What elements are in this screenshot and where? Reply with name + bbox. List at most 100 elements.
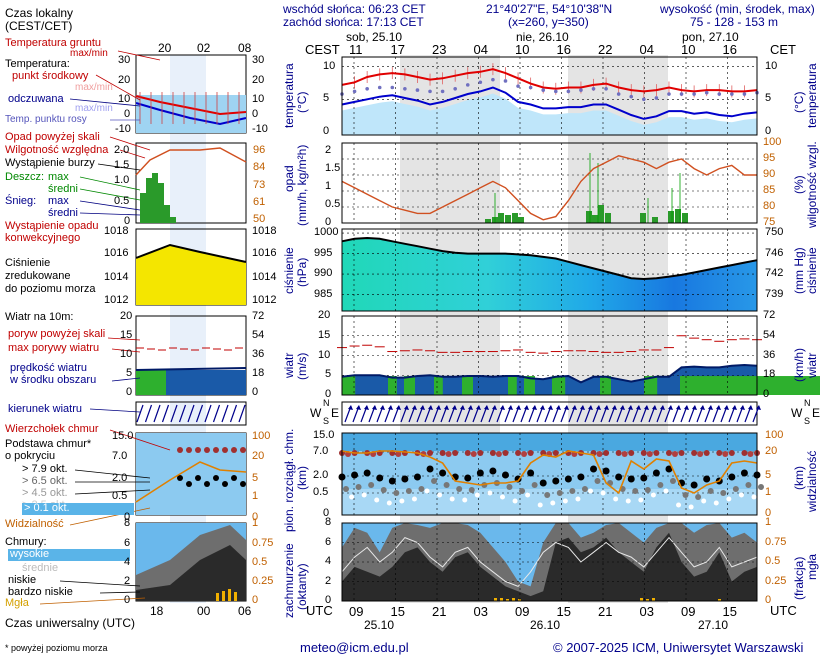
temp-tick-right-0: 0 xyxy=(765,125,772,137)
bottom-hour-2: 21 xyxy=(432,604,447,619)
mini-tick-45: 5 xyxy=(252,472,259,484)
mini-tick-3: 0 xyxy=(124,108,131,120)
cloud-base-dot-gray-1 xyxy=(355,484,362,490)
legend-wind-mean-1: prędkość wiatru xyxy=(10,362,88,374)
legend-connector-7 xyxy=(79,176,141,191)
wind-arrowhead-22 xyxy=(524,405,529,410)
cloud-base-dot-gray-0 xyxy=(343,486,349,492)
cloud-base-dot-white-15 xyxy=(525,492,531,498)
mini-arrow-8 xyxy=(204,404,212,423)
cloudbase-tick-1: 7.0 xyxy=(313,445,329,457)
fog-bar-3 xyxy=(512,598,515,601)
rain-bar-10 xyxy=(640,213,646,223)
wind-arrowhead-39 xyxy=(660,405,665,410)
mini-arrow-11 xyxy=(229,404,238,423)
rain-bar-13 xyxy=(675,209,681,223)
temp-tick-left-0: 0 xyxy=(323,125,330,137)
legend-pressure-1: Ciśnienie xyxy=(5,257,51,269)
cloud-base-dot-gray-15 xyxy=(531,482,538,488)
mini-night-band xyxy=(170,55,206,603)
mini-pressure-line xyxy=(135,243,247,263)
wind-arrowhead-10 xyxy=(428,405,433,410)
dew-point-6 xyxy=(415,88,420,92)
wind-arrowhead-40 xyxy=(668,405,673,410)
mini-cloud-top-dot-4 xyxy=(213,447,219,453)
dew-point-4 xyxy=(390,85,395,90)
top-hour-6: 22 xyxy=(598,42,613,57)
dew-point-9 xyxy=(453,87,457,91)
legend-precip-over: Opad powyżej skali xyxy=(5,131,100,143)
mini-tick-32: 0 xyxy=(126,386,133,398)
cloud-top-dot-9 xyxy=(452,450,459,456)
humidity-tick-2: 85 xyxy=(763,184,776,196)
mini-tick-5: 30 xyxy=(252,54,265,66)
legend-connector-11 xyxy=(107,337,141,341)
cloud-top-dot2-30 xyxy=(722,451,729,457)
cloud-base-dot-19 xyxy=(577,473,585,481)
dew-point-7 xyxy=(428,89,432,94)
legend-ground-maxmin: max/min xyxy=(70,48,108,59)
mini-tick-38: 15.0 xyxy=(112,430,134,442)
mini-arrow-10 xyxy=(221,404,229,423)
legend-cloud-base-2: o pokryciu xyxy=(5,450,56,462)
wind-arrowhead-36 xyxy=(636,405,641,410)
wind-arrowhead-4 xyxy=(380,405,385,410)
utc-label-left: UTC xyxy=(306,603,333,618)
legend-connector-13 xyxy=(111,377,141,382)
legend-cloud-top: Wierzchołek chmur xyxy=(5,423,99,435)
wind-kmh-tick-4: 72 xyxy=(763,309,776,321)
cloud-base-dot-6 xyxy=(413,473,421,481)
cloud-base-dot-gray-31 xyxy=(732,486,739,492)
cloud-base-dot-32 xyxy=(740,469,748,477)
dew-point-1 xyxy=(352,89,357,94)
cloud-base-dot-20 xyxy=(590,465,598,473)
wind-arrowhead-49 xyxy=(740,405,745,410)
pres-frame xyxy=(341,228,758,312)
fog-bar-0 xyxy=(494,598,497,601)
cloud-base-dot-28 xyxy=(690,481,698,489)
mini-hour-02: 02 xyxy=(197,41,211,55)
cloud-base-dot-white-14 xyxy=(512,498,518,504)
octant-tick-1: 2 xyxy=(325,574,332,587)
wind-arrowhead-50 xyxy=(748,405,753,410)
cloud-base-dot-gray-4 xyxy=(393,490,400,496)
cloud-base-dot-white-16 xyxy=(537,502,543,508)
cloud-base-dot-gray-16 xyxy=(544,492,551,498)
utc-label-right: UTC xyxy=(770,603,797,618)
legend-okt-5: > 0.1 okt. xyxy=(22,503,134,515)
wind-arrowhead-3 xyxy=(372,405,377,410)
cloud-base-dot-white-3 xyxy=(374,497,380,503)
legend-humidity: Wilgotność względna xyxy=(5,144,109,156)
pressure-mmhg-tick-1: 742 xyxy=(765,267,784,280)
legend-pressure-3: do poziomu morza xyxy=(5,283,96,295)
top-hour-8: 10 xyxy=(681,42,696,57)
cloud-top-dot-26 xyxy=(665,450,672,456)
mini-tick-14: 0 xyxy=(124,215,131,227)
cloud-top-dot-32 xyxy=(741,450,748,456)
legend-connector-2 xyxy=(69,98,141,107)
cloud-base-dot-white-19 xyxy=(575,496,581,502)
cloud-base-dot-gray-17 xyxy=(556,490,563,496)
mini-rain-bar-1 xyxy=(146,178,152,223)
wind-arrowhead-51 xyxy=(756,405,761,410)
legend-cloud-base-1: Podstawa chmur* xyxy=(5,438,92,450)
footer-email[interactable]: meteo@icm.edu.pl xyxy=(300,640,409,655)
pressure-line xyxy=(341,236,758,281)
sunset-text: zachód słońca: 17:13 CET xyxy=(283,15,424,29)
cloud-base-dot-gray-30 xyxy=(720,490,727,496)
mini-tick-4: -10 xyxy=(115,123,131,135)
mini-tick-52: 0 xyxy=(124,594,131,606)
cloud-base-dot-4 xyxy=(388,477,396,485)
mini-tick-23: 1012 xyxy=(104,294,129,306)
wind-arrowhead-2 xyxy=(364,405,369,410)
mini-tick-37: 0 xyxy=(252,386,259,398)
mini-frame-4 xyxy=(135,401,247,426)
wind-green-10 xyxy=(680,376,820,395)
pressure-mmhg-tick-2: 746 xyxy=(765,246,784,259)
top-hour-1: 17 xyxy=(390,42,405,57)
cloud-top-dot-21 xyxy=(603,450,610,456)
cloud-top-dot-12 xyxy=(489,450,496,456)
cloud-base-dot-white-31 xyxy=(726,496,732,502)
mini-arrow-6 xyxy=(187,404,195,423)
mini-tick-28: 20 xyxy=(120,310,133,322)
